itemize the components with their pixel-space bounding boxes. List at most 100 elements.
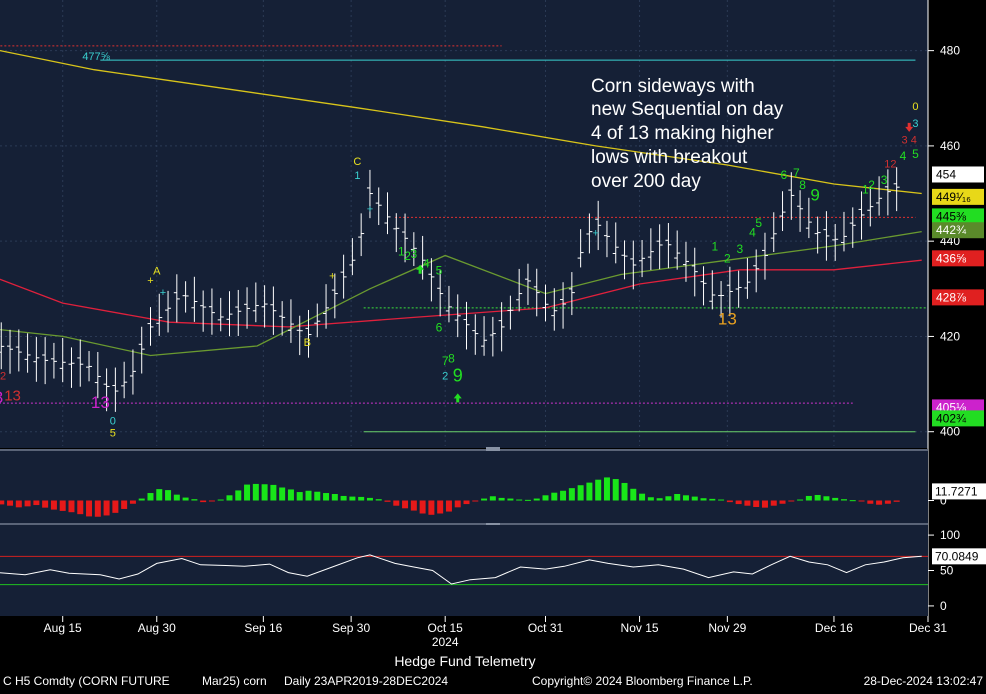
sequential-count: A (153, 266, 161, 278)
histogram-bar (33, 500, 40, 506)
price-tag-box (932, 410, 984, 427)
sequential-count: 6 (436, 321, 443, 335)
histogram-bar (129, 500, 136, 504)
histogram-bar (24, 500, 31, 507)
histogram-bar (560, 490, 567, 501)
sequential-count: + (592, 227, 598, 239)
panel-splitter[interactable] (0, 523, 928, 525)
histogram-bar (779, 500, 786, 504)
sequential-count: 13 (4, 388, 21, 405)
histogram-bar (533, 498, 540, 501)
histogram-bar (498, 497, 505, 501)
oscillator-panel: 0 50 100 70.0849 (0, 525, 986, 616)
price-tag-label: 436⅝ (936, 251, 967, 265)
histogram-bar (165, 490, 172, 501)
sequential-count: + (367, 204, 373, 216)
histogram-bar (621, 482, 628, 501)
tick-label: 0 (940, 494, 947, 508)
histogram-bar (393, 500, 400, 506)
sequential-count: 13 (0, 388, 3, 407)
histogram-bar (103, 500, 110, 516)
histogram-bar (603, 477, 610, 501)
footer-contract: Mar25) corn (202, 674, 267, 688)
annotation-line: 4 of 13 making higher (591, 123, 774, 144)
annotation-text: Corn sideways with new Sequential on day… (591, 76, 784, 192)
tick-label: 480 (940, 44, 960, 58)
sequential-count: + (160, 287, 166, 299)
value-tag-box (932, 483, 986, 500)
sequential-count: 4 (900, 149, 907, 163)
sequential-count: 1 (862, 183, 869, 197)
price-bars (0, 167, 900, 412)
sequential-count: 1 (398, 244, 405, 258)
sequential-count: 0 (110, 416, 116, 428)
histogram-bar (138, 498, 145, 501)
histogram-bar (691, 496, 698, 501)
histogram-bar (472, 500, 479, 502)
histogram-bar (182, 497, 189, 501)
histogram-bar (402, 500, 409, 509)
histogram-bar (156, 489, 163, 501)
ma20-line (0, 230, 922, 357)
time-axis: Aug 15 Aug 30 Sep 16 Sep 30 Oct 15 Oct 31 Nov … (44, 616, 947, 649)
histogram-bar (68, 500, 75, 513)
sequential-count: B (304, 337, 311, 349)
annotation-line: Corn sideways with (591, 76, 755, 97)
histogram-bar (305, 490, 312, 501)
tick-label: 100 (940, 528, 960, 542)
sequential-count: 0 (912, 101, 918, 113)
splitter-handle[interactable] (486, 447, 500, 452)
sequential-count: 3 (737, 242, 744, 256)
sequential-count: 9 (453, 366, 463, 386)
histogram-bar (270, 484, 277, 501)
histogram-bar (753, 500, 760, 507)
sequential-count: 4 (749, 225, 756, 239)
price-tag-label: 454 (936, 167, 956, 181)
panel-splitter[interactable] (0, 449, 928, 451)
histogram-bar (481, 498, 488, 501)
histogram-bar (121, 500, 128, 509)
histogram-bar (349, 496, 356, 501)
histogram-bar (805, 495, 812, 501)
sequential-count: 6 (780, 168, 787, 182)
sequential-count: 3 (881, 173, 888, 187)
horizontal-levels: 477⅝ (0, 45, 928, 433)
time-tick-label: Sep 30 (332, 621, 370, 635)
histogram-bar (217, 499, 224, 501)
annotation-line: over 200 day (591, 171, 701, 192)
price-tag-box (932, 222, 984, 239)
histogram-bar (463, 500, 470, 505)
histogram-bar (42, 500, 49, 508)
histogram-bar (700, 498, 707, 501)
time-tick-label: Aug 30 (138, 621, 176, 635)
sequential-count: 2 (404, 249, 411, 263)
histogram-bar (516, 499, 523, 501)
sequential-count: 12 (0, 370, 6, 382)
histogram-bar (173, 494, 180, 501)
histogram-bar (770, 500, 777, 506)
price-tag-box (932, 188, 984, 205)
histogram-bar (647, 497, 654, 501)
tick-label: 420 (940, 329, 960, 343)
annotation-line: new Sequential on day (591, 99, 784, 120)
value-tag-label: 70.0849 (935, 549, 979, 563)
histogram-bar (244, 484, 251, 501)
histogram-bar (542, 495, 549, 501)
tick-label: 400 (940, 425, 960, 439)
signal-arrow-icon (905, 122, 914, 132)
time-tick-label: Aug 15 (44, 621, 82, 635)
sequential-count: 2 (442, 370, 448, 382)
splitter-handle[interactable] (486, 521, 500, 526)
sequential-count: 5 (436, 264, 443, 278)
histogram-bar (94, 500, 101, 517)
histogram-bar (551, 492, 558, 501)
year-label: 2024 (432, 635, 459, 649)
oscillator-axis: 0 50 100 70.0849 (928, 528, 986, 613)
footer-title: Hedge Fund Telemetry (394, 653, 535, 669)
histogram-bar (577, 485, 584, 501)
sequential-count: 8 (448, 352, 455, 366)
sequential-count: 3 (410, 247, 417, 261)
histogram-bar (876, 500, 883, 505)
histogram-bar (656, 498, 663, 501)
